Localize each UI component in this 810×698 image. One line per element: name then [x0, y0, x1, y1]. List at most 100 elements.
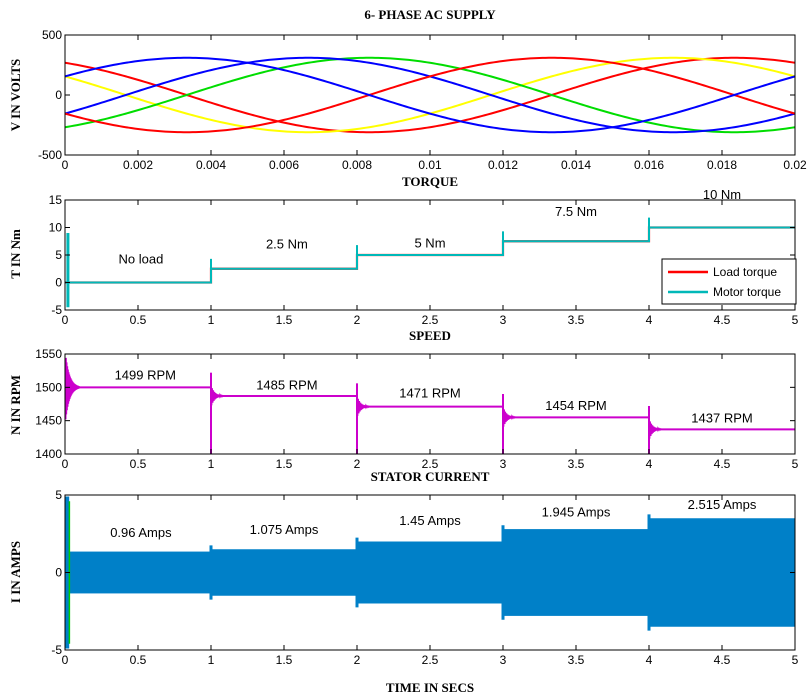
- y-tick-label: 0: [55, 276, 62, 290]
- x-tick-label: 0.02: [783, 158, 807, 172]
- y-tick-label: 1550: [35, 347, 62, 361]
- current-envelope-segment: [649, 518, 795, 627]
- figure-xlabel: TIME IN SECS: [386, 680, 474, 695]
- legend-box: [661, 258, 797, 305]
- current-plot: 0.96 Amps 1.075 Amps 1.45 Amps 1.945 Amps 2.…: [51, 488, 798, 667]
- torque-title: TORQUE: [402, 174, 458, 189]
- supply-phase-line: [64, 56, 796, 134]
- x-tick-label: 4: [646, 313, 653, 327]
- x-tick-label: 1.5: [276, 313, 293, 327]
- speed-ylabel: N IN RPM: [8, 375, 23, 435]
- x-tick-label: 2.5: [422, 313, 439, 327]
- x-tick-label: 4.5: [714, 653, 731, 667]
- x-tick-label: 0: [62, 158, 69, 172]
- x-tick-label: 1.5: [276, 653, 293, 667]
- x-tick-label: 2.5: [422, 457, 439, 471]
- supply-plot: 0 0.002 0.004 0.006 0.008 0.01 0.012 0.014 0.016…: [38, 28, 807, 172]
- motor-torque-line: [65, 226, 795, 284]
- speed-title: SPEED: [409, 328, 451, 343]
- y-tick-label: 500: [42, 28, 62, 42]
- y-tick-label: 5: [55, 488, 62, 502]
- current-envelope-segment: [211, 549, 357, 596]
- data-label: 10 Nm: [703, 187, 741, 202]
- torque-plot: No load 2.5 Nm 5 Nm 7.5 Nm 10 Nm 0 0.5 1 1.5 2 2.5…: [49, 187, 799, 327]
- x-tick-label: 4: [646, 457, 653, 471]
- y-tick-label: 1400: [35, 447, 62, 461]
- supply-ylabel: V IN VOLTS: [8, 59, 23, 131]
- current-panel: STATOR CURRENT I IN AMPS 0.96 Amps 1.075 …: [8, 469, 799, 667]
- x-tick-label: 2: [354, 653, 361, 667]
- data-label: 1499 RPM: [115, 367, 176, 382]
- legend-label-motor: Motor torque: [713, 285, 781, 299]
- x-tick-label: 2: [354, 457, 361, 471]
- x-tick-label: 4.5: [714, 313, 731, 327]
- x-tick-label: 1.5: [276, 457, 293, 471]
- data-label: 2.515 Amps: [688, 497, 757, 512]
- data-label: 1.075 Amps: [250, 522, 319, 537]
- x-tick-label: 1: [208, 653, 215, 667]
- x-tick-label: 0: [62, 313, 69, 327]
- x-tick-label: 5: [792, 457, 799, 471]
- data-label: 2.5 Nm: [266, 236, 308, 251]
- x-tick-label: 3.5: [568, 653, 585, 667]
- y-tick-label: 10: [49, 221, 63, 235]
- y-tick-label: 0: [55, 88, 62, 102]
- current-envelope-segment: [65, 551, 211, 594]
- data-label: 0.96 Amps: [110, 525, 172, 540]
- torque-panel: TORQUE T IN Nm No load 2.5 Nm 5 Nm 7.5 Nm 10…: [8, 174, 799, 327]
- x-tick-label: 0.018: [707, 158, 737, 172]
- data-label: 1.945 Amps: [542, 505, 611, 520]
- x-tick-label: 3: [500, 313, 507, 327]
- data-label: No load: [119, 251, 164, 266]
- x-tick-label: 3: [500, 457, 507, 471]
- speed-line: [65, 386, 795, 431]
- data-label: 1.45 Amps: [399, 513, 461, 528]
- x-tick-label: 2.5: [422, 653, 439, 667]
- data-label: 5 Nm: [414, 235, 445, 250]
- y-tick-label: 5: [55, 248, 62, 262]
- current-envelope-segment: [503, 529, 649, 616]
- supply-panel: 6- PHASE AC SUPPLY V IN VOLTS 0 0.002 0.00…: [8, 7, 807, 172]
- torque-ylabel: T IN Nm: [8, 229, 23, 279]
- current-ylabel: I IN AMPS: [8, 541, 23, 603]
- x-tick-label: 5: [792, 653, 799, 667]
- current-envelope-segment: [357, 541, 503, 604]
- y-tick-label: 0: [55, 566, 62, 580]
- x-tick-label: 1: [208, 457, 215, 471]
- x-tick-label: 0.002: [123, 158, 153, 172]
- x-tick-label: 0.008: [342, 158, 372, 172]
- data-label: 1485 RPM: [256, 377, 317, 392]
- x-tick-label: 5: [792, 313, 799, 327]
- x-tick-label: 4: [646, 653, 653, 667]
- x-tick-label: 0.01: [418, 158, 442, 172]
- x-tick-label: 0.006: [269, 158, 299, 172]
- plot-area: [65, 35, 795, 155]
- x-tick-label: 0.5: [130, 457, 147, 471]
- data-label: 1471 RPM: [399, 385, 460, 400]
- plot-area: [65, 354, 795, 454]
- y-tick-label: -5: [51, 643, 62, 657]
- data-label: 7.5 Nm: [555, 204, 597, 219]
- x-tick-label: 0.012: [488, 158, 518, 172]
- speed-plot: 1499 RPM 1485 RPM 1471 RPM 1454 RPM 1437 RPM…: [35, 347, 798, 471]
- x-tick-label: 0.5: [130, 653, 147, 667]
- x-tick-label: 0.014: [561, 158, 591, 172]
- current-title: STATOR CURRENT: [371, 469, 490, 484]
- y-tick-label: -5: [51, 303, 62, 317]
- x-tick-label: 0.004: [196, 158, 226, 172]
- torque-legend: Load torque Motor torque: [661, 258, 797, 305]
- x-tick-label: 3.5: [568, 457, 585, 471]
- supply-title: 6- PHASE AC SUPPLY: [364, 7, 496, 22]
- y-tick-label: -500: [38, 148, 62, 162]
- y-tick-label: 1450: [35, 414, 62, 428]
- x-tick-label: 3: [500, 653, 507, 667]
- data-label: 1454 RPM: [545, 398, 606, 413]
- x-tick-label: 0.016: [634, 158, 664, 172]
- x-tick-label: 2: [354, 313, 361, 327]
- y-tick-label: 15: [49, 193, 63, 207]
- supply-phase-line: [64, 56, 796, 134]
- x-tick-label: 0.5: [130, 313, 147, 327]
- x-tick-label: 0: [62, 653, 69, 667]
- data-label: 1437 RPM: [691, 411, 752, 426]
